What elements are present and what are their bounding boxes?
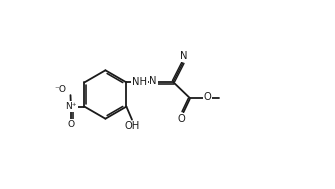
Text: N: N (149, 76, 157, 86)
Text: NH: NH (132, 77, 147, 87)
Text: N⁺: N⁺ (65, 102, 77, 111)
Text: O: O (68, 120, 75, 129)
Text: ⁻O: ⁻O (55, 85, 66, 94)
Text: OH: OH (125, 122, 140, 132)
Text: O: O (177, 114, 185, 124)
Text: N: N (180, 51, 188, 61)
Text: O: O (204, 92, 212, 102)
